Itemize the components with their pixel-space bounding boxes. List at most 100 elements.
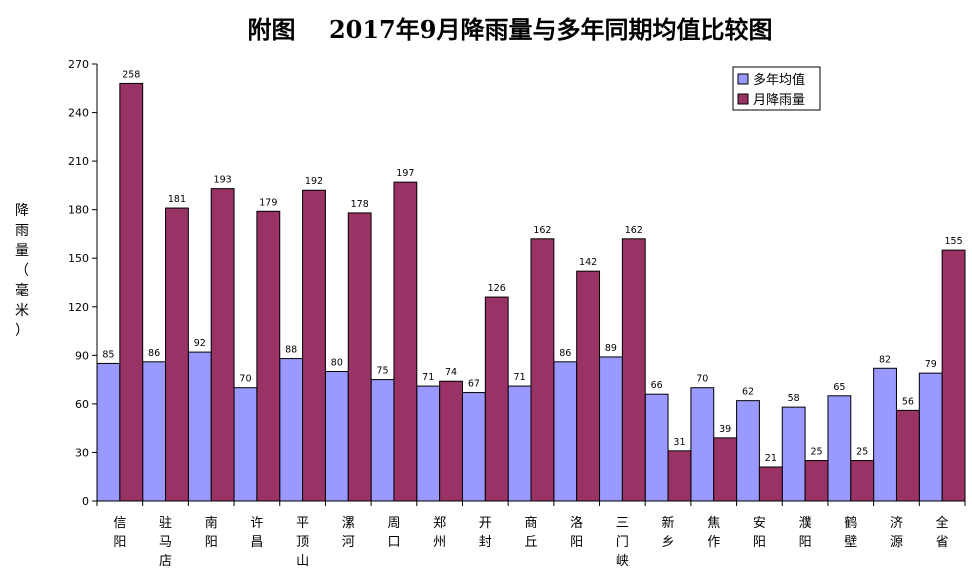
data-label: 142 — [579, 257, 597, 268]
data-label: 197 — [396, 168, 414, 179]
bar-series-0 — [599, 356, 623, 502]
legend-label: 多年均值 — [753, 72, 805, 88]
data-label: 71 — [422, 372, 434, 383]
x-category-label: 濮阳 — [799, 516, 812, 550]
y-axis-label: 降雨量（毫米） — [15, 203, 29, 339]
data-label: 155 — [945, 236, 963, 247]
data-label: 258 — [122, 69, 140, 80]
x-category-label: 开封 — [479, 516, 492, 550]
bar-series-0 — [781, 406, 806, 502]
x-category-label: 周口 — [387, 516, 400, 550]
bar-series-1 — [302, 189, 326, 502]
bar-series-0 — [324, 371, 349, 502]
bar-series-1 — [210, 188, 235, 502]
data-label: 193 — [214, 175, 232, 186]
y-tick-label: 210 — [68, 155, 89, 168]
bar-series-1 — [941, 249, 966, 502]
data-label: 162 — [625, 225, 643, 236]
bar-series-0 — [279, 358, 304, 502]
bar-series-0 — [370, 379, 395, 502]
y-tick-label: 120 — [68, 301, 89, 314]
y-axis: 0 30 60 90 120 150 180 210 240 270 — [68, 58, 98, 508]
data-label: 92 — [194, 338, 206, 349]
chart-title: 附图 2017年9月降雨量与多年同期均值比较图 — [248, 15, 773, 44]
bar-series-0 — [507, 385, 532, 502]
data-label: 86 — [559, 348, 571, 359]
y-tick-label: 180 — [68, 204, 89, 217]
x-category-label: 全省 — [936, 515, 949, 550]
bar-series-1 — [484, 296, 509, 502]
x-category-label: 驻马店 — [159, 516, 172, 568]
bar-series-0 — [461, 392, 486, 502]
y-axis-title: 降雨量（毫米） — [15, 203, 29, 339]
bar-series-1 — [667, 450, 692, 502]
bar-series-1 — [895, 409, 920, 502]
bar-series-0 — [690, 387, 715, 502]
bar-series-1 — [393, 181, 418, 502]
data-label: 39 — [719, 424, 731, 435]
data-label: 162 — [533, 225, 551, 236]
x-category-label: 南阳 — [205, 515, 218, 550]
x-category-label: 洛阳 — [570, 516, 583, 550]
bar-series-1 — [347, 212, 372, 502]
data-label: 82 — [879, 354, 891, 365]
x-category-label: 鹤壁 — [844, 515, 857, 550]
data-label: 71 — [514, 372, 526, 383]
data-label: 192 — [305, 176, 323, 187]
data-label: 21 — [765, 453, 777, 464]
bar-series-1 — [621, 238, 646, 502]
bar-series-0 — [918, 372, 943, 502]
data-label: 88 — [285, 345, 297, 356]
bar-series-0 — [873, 367, 897, 502]
y-tick-label: 240 — [68, 107, 89, 120]
data-label: 89 — [605, 343, 617, 354]
data-label: 25 — [810, 447, 822, 458]
legend-swatch — [737, 93, 749, 105]
x-category-label: 郑州 — [433, 516, 446, 550]
data-label: 126 — [488, 283, 506, 294]
x-category-label: 平顶山 — [296, 516, 309, 568]
bars — [96, 82, 966, 502]
data-label: 31 — [673, 437, 685, 448]
data-label: 80 — [331, 358, 343, 369]
bar-series-1 — [576, 270, 601, 502]
bar-series-0 — [644, 393, 669, 502]
y-tick-label: 60 — [75, 398, 89, 411]
x-category-label: 新乡 — [662, 515, 675, 550]
data-label: 67 — [468, 379, 480, 390]
bar-series-1 — [713, 437, 738, 502]
bar-series-1 — [530, 238, 555, 502]
data-labels: 85 86 92 70 88 80 75 71 67 71 86 89 66 70 62 58 65 82 79 25… — [102, 69, 962, 464]
data-label: 62 — [742, 387, 754, 398]
x-category-label: 焦作 — [707, 516, 720, 550]
bar-series-1 — [119, 82, 144, 502]
bar-series-0 — [553, 361, 578, 502]
data-label: 66 — [651, 380, 663, 391]
data-label: 178 — [351, 199, 369, 210]
legend-label: 月降雨量 — [753, 93, 805, 108]
y-tick-label: 90 — [75, 349, 89, 362]
x-category-label: 商丘 — [524, 516, 537, 550]
data-label: 65 — [833, 382, 845, 393]
data-label: 25 — [856, 447, 868, 458]
bar-series-0 — [96, 362, 121, 502]
bar-series-1 — [804, 460, 829, 502]
x-category-label: 三门峡 — [616, 516, 629, 568]
x-category-label: 济源 — [890, 516, 903, 550]
data-label: 70 — [696, 374, 708, 385]
data-label: 85 — [102, 349, 114, 360]
data-label: 70 — [239, 374, 251, 385]
data-label: 86 — [148, 348, 160, 359]
y-tick-label: 150 — [68, 252, 89, 265]
x-category-label: 漯河 — [342, 516, 355, 550]
x-category-label: 安阳 — [753, 516, 766, 550]
x-category-label: 信阳 — [113, 516, 126, 550]
bar-series-0 — [187, 351, 212, 502]
bar-series-0 — [736, 400, 760, 502]
bar-series-0 — [142, 361, 167, 502]
data-label: 58 — [788, 393, 800, 404]
data-label: 181 — [168, 194, 186, 205]
data-label: 56 — [902, 396, 914, 407]
